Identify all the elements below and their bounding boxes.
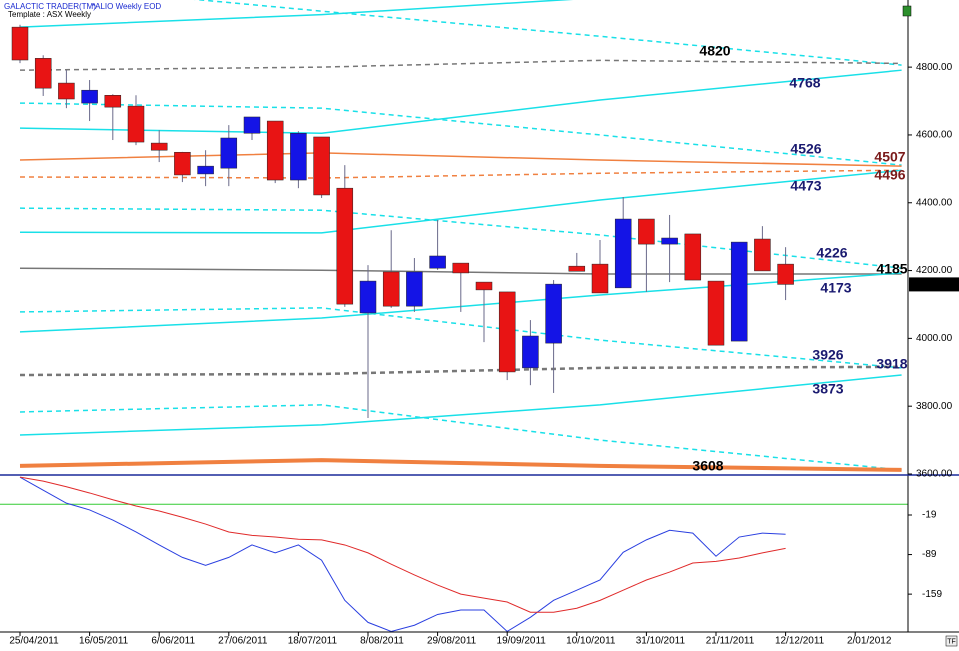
x-tick-label: 18/07/2011 (288, 636, 338, 647)
y-tick-label: 4000.00 (916, 333, 953, 344)
candle-body (197, 165, 214, 175)
overlay-line (19, 69, 902, 134)
x-tick-label: 8/08/2011 (360, 636, 404, 647)
candle-body (614, 218, 632, 289)
price-panel (11, 0, 902, 472)
candle-body (150, 142, 168, 151)
overlay-line (19, 365, 902, 377)
panel-icon[interactable] (902, 5, 912, 17)
x-tick-label: 19/09/2011 (497, 636, 547, 647)
level-label: 4526 (790, 141, 821, 157)
candle-body (127, 105, 145, 143)
level-label: 4496 (874, 167, 905, 183)
level-label: 3608 (692, 458, 723, 474)
candle-body (313, 136, 330, 196)
candle-body (266, 120, 284, 181)
x-tick-label: 29/08/2011 (427, 636, 477, 647)
overlay-line (19, 307, 902, 369)
y-tick-label: -89 (922, 549, 937, 560)
symbol: *ALIO Weekly EOD (92, 2, 161, 11)
level-label: 4507 (874, 149, 905, 165)
x-tick-label: 10/10/2011 (566, 636, 616, 647)
candle-body (359, 280, 377, 314)
x-tick-label: 12/12/2011 (775, 636, 825, 647)
overlay-line (19, 374, 902, 436)
y-tick-label: 3800.00 (916, 401, 953, 412)
y-tick-label: 4400.00 (916, 197, 953, 208)
candle-body (290, 132, 307, 181)
x-tick-label: 16/05/2011 (79, 636, 129, 647)
candle-body (174, 151, 191, 176)
candle-body (475, 281, 493, 291)
candle-body (382, 271, 400, 307)
level-label: 4185 (876, 261, 907, 277)
last-price-box (909, 277, 959, 292)
candle-body (220, 137, 238, 169)
oscillator-line (19, 476, 786, 613)
candle-body (34, 58, 52, 89)
level-label: 3873 (812, 381, 843, 397)
x-tick-label: 27/06/2011 (218, 636, 268, 647)
candle-body (406, 271, 423, 307)
template: Template : ASX Weekly (8, 10, 91, 19)
last-price-label: 4159.20 (913, 279, 950, 290)
oscillator-line (19, 476, 786, 632)
level-label: 4473 (790, 178, 821, 194)
candle-body (81, 89, 98, 104)
y-tick-label: -159 (922, 589, 942, 600)
level-label: 4768 (789, 75, 820, 91)
candle-body (336, 187, 354, 305)
candle-body (429, 255, 446, 269)
overlay-line (19, 0, 574, 28)
y-tick-label: 4200.00 (916, 265, 953, 276)
candle-body (568, 265, 586, 272)
level-label: 4820 (699, 43, 730, 59)
overlay-line (19, 404, 902, 471)
candle-body (730, 241, 748, 342)
candle-body (11, 26, 29, 61)
candle-body (243, 116, 261, 134)
tf-text: TF (947, 638, 956, 645)
level-label: 3918 (876, 356, 907, 372)
level-label: 4226 (816, 245, 847, 261)
candle-body (777, 263, 794, 285)
candle-body (591, 263, 609, 294)
tf-button[interactable] (945, 635, 958, 647)
x-tick-label: 6/06/2011 (151, 636, 195, 647)
x-tick-label: 2/01/2012 (847, 636, 892, 647)
candle-body (754, 238, 771, 272)
x-tick-label: 25/04/2011 (9, 636, 59, 647)
candle-body (707, 280, 725, 346)
candle-body (522, 335, 539, 369)
x-tick-label: 21/11/2011 (706, 636, 755, 647)
overlay-line (19, 152, 902, 167)
y-tick-label: 3600.00 (916, 469, 953, 480)
x-tick-label: 31/10/2011 (636, 636, 686, 647)
candle-body (58, 82, 75, 100)
plot-layer (0, 0, 908, 632)
overlay-line (19, 207, 902, 269)
candle-body (684, 233, 702, 281)
y-tick-label: 4600.00 (916, 130, 953, 141)
candle-body (452, 262, 470, 274)
candle-body (498, 291, 516, 373)
overlay-line (19, 102, 902, 166)
y-tick-label: -19 (922, 510, 937, 521)
candle-body (661, 237, 678, 245)
overlay-line (19, 169, 902, 179)
level-label: 4173 (820, 280, 851, 296)
app-name: GALACTIC TRADER(TM) (4, 2, 96, 11)
overlay-line (193, 0, 902, 66)
overlay-line (19, 458, 902, 472)
level-label: 3926 (812, 347, 843, 363)
y-tick-label: 4800.00 (916, 62, 953, 73)
candle-body (545, 283, 562, 344)
candle-body (638, 218, 655, 245)
overlay-line (19, 169, 902, 234)
candle-body (104, 95, 122, 108)
oscillator-panel (0, 476, 908, 632)
overlay-line (19, 59, 902, 71)
